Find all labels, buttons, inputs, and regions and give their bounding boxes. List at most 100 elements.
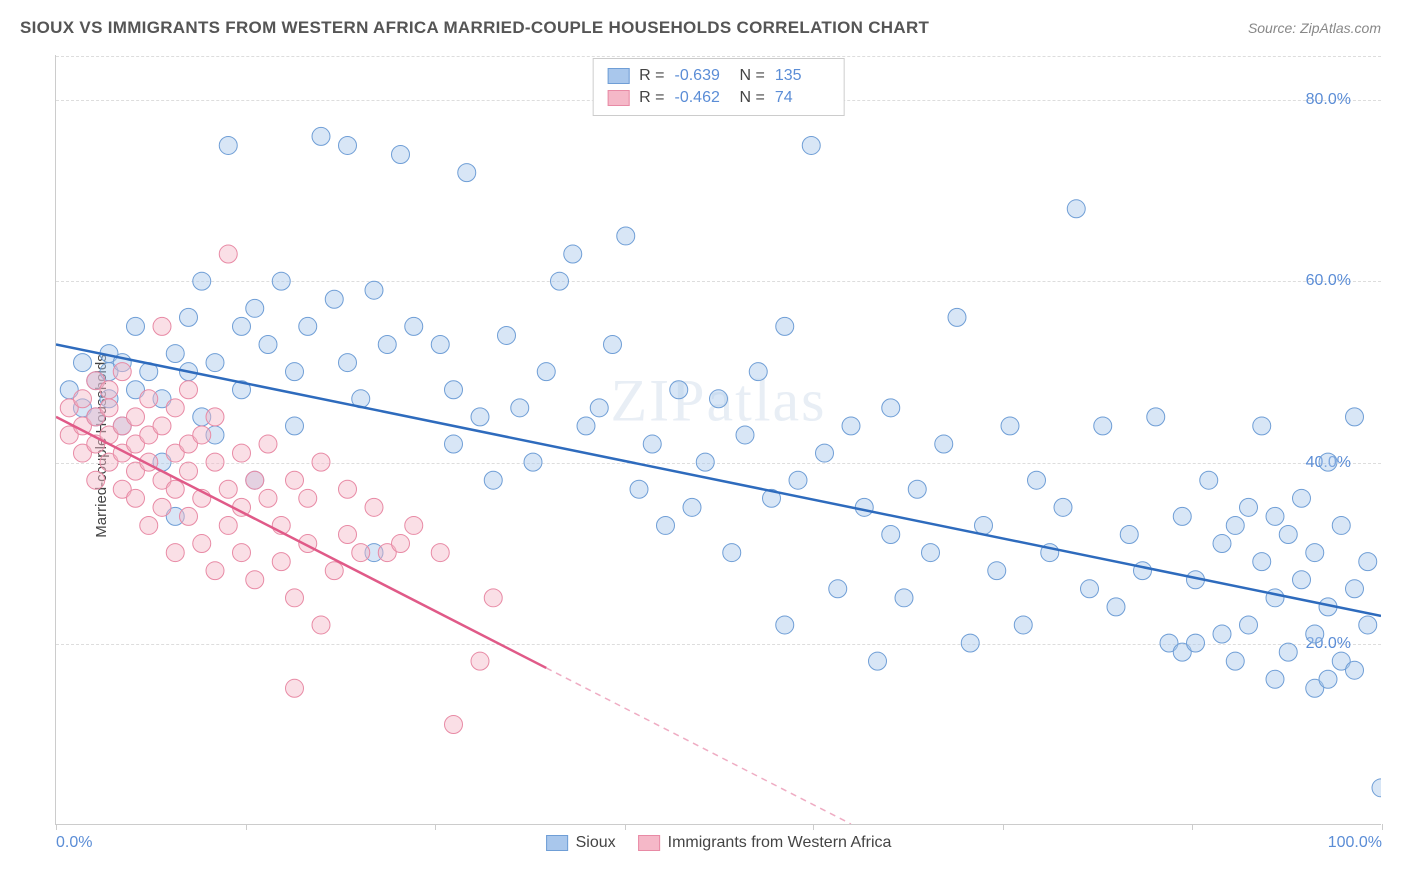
trend-line-dashed bbox=[546, 668, 851, 824]
data-point bbox=[1094, 417, 1112, 435]
data-point bbox=[882, 526, 900, 544]
data-point bbox=[312, 616, 330, 634]
data-point bbox=[524, 453, 542, 471]
data-point bbox=[246, 471, 264, 489]
n-value-wafrica: 74 bbox=[775, 89, 830, 107]
data-point bbox=[802, 136, 820, 154]
data-point bbox=[935, 435, 953, 453]
data-point bbox=[127, 408, 145, 426]
data-point bbox=[180, 308, 198, 326]
data-point bbox=[365, 281, 383, 299]
data-point bbox=[272, 272, 290, 290]
legend-row-sioux: R = -0.639 N = 135 bbox=[607, 65, 830, 87]
data-point bbox=[975, 516, 993, 534]
n-value-sioux: 135 bbox=[775, 67, 830, 85]
data-point bbox=[776, 616, 794, 634]
correlation-legend: R = -0.639 N = 135 R = -0.462 N = 74 bbox=[592, 58, 845, 116]
data-point bbox=[140, 516, 158, 534]
data-point bbox=[816, 444, 834, 462]
data-point bbox=[365, 498, 383, 516]
swatch-sioux-icon bbox=[546, 835, 568, 851]
data-point bbox=[842, 417, 860, 435]
data-point bbox=[1346, 661, 1364, 679]
data-point bbox=[219, 480, 237, 498]
data-point bbox=[1346, 580, 1364, 598]
xtick bbox=[625, 824, 626, 830]
data-point bbox=[604, 336, 622, 354]
data-point bbox=[1213, 625, 1231, 643]
data-point bbox=[140, 390, 158, 408]
data-point bbox=[882, 399, 900, 417]
data-point bbox=[299, 317, 317, 335]
data-point bbox=[1359, 553, 1377, 571]
data-point bbox=[74, 354, 92, 372]
data-point bbox=[1054, 498, 1072, 516]
data-point bbox=[206, 562, 224, 580]
data-point bbox=[445, 381, 463, 399]
data-point bbox=[153, 498, 171, 516]
xtick bbox=[1003, 824, 1004, 830]
data-point bbox=[1319, 453, 1337, 471]
data-point bbox=[431, 336, 449, 354]
data-point bbox=[1279, 643, 1297, 661]
data-point bbox=[1226, 652, 1244, 670]
data-point bbox=[233, 317, 251, 335]
data-point bbox=[1346, 408, 1364, 426]
data-point bbox=[286, 679, 304, 697]
data-point bbox=[219, 136, 237, 154]
data-point bbox=[710, 390, 728, 408]
data-point bbox=[392, 535, 410, 553]
data-point bbox=[233, 544, 251, 562]
xtick bbox=[435, 824, 436, 830]
data-point bbox=[511, 399, 529, 417]
source-attribution: Source: ZipAtlas.com bbox=[1248, 20, 1381, 36]
data-point bbox=[564, 245, 582, 263]
data-point bbox=[789, 471, 807, 489]
data-point bbox=[1173, 507, 1191, 525]
xtick bbox=[246, 824, 247, 830]
data-point bbox=[206, 408, 224, 426]
data-point bbox=[166, 345, 184, 363]
data-point bbox=[166, 544, 184, 562]
data-point bbox=[405, 317, 423, 335]
data-point bbox=[206, 354, 224, 372]
data-point bbox=[180, 507, 198, 525]
data-point bbox=[272, 553, 290, 571]
data-point bbox=[219, 245, 237, 263]
data-point bbox=[1266, 507, 1284, 525]
legend-label-wafrica: Immigrants from Western Africa bbox=[668, 834, 892, 852]
data-point bbox=[219, 516, 237, 534]
data-point bbox=[776, 317, 794, 335]
data-point bbox=[299, 489, 317, 507]
data-point bbox=[113, 363, 131, 381]
data-point bbox=[869, 652, 887, 670]
data-point bbox=[180, 381, 198, 399]
data-point bbox=[445, 715, 463, 733]
data-point bbox=[1266, 589, 1284, 607]
data-point bbox=[736, 426, 754, 444]
data-point bbox=[445, 435, 463, 453]
data-point bbox=[74, 390, 92, 408]
data-point bbox=[1120, 526, 1138, 544]
data-point bbox=[1293, 571, 1311, 589]
chart-svg bbox=[56, 55, 1381, 824]
data-point bbox=[233, 444, 251, 462]
data-point bbox=[339, 526, 357, 544]
r-label: R = bbox=[639, 67, 664, 85]
swatch-wafrica-icon bbox=[638, 835, 660, 851]
data-point bbox=[498, 326, 516, 344]
xtick-label: 100.0% bbox=[1328, 834, 1382, 852]
data-point bbox=[471, 408, 489, 426]
data-point bbox=[1001, 417, 1019, 435]
xtick bbox=[1192, 824, 1193, 830]
data-point bbox=[339, 480, 357, 498]
data-point bbox=[1266, 670, 1284, 688]
data-point bbox=[657, 516, 675, 534]
series-legend: Sioux Immigrants from Western Africa bbox=[546, 834, 892, 852]
data-point bbox=[180, 462, 198, 480]
data-point bbox=[1240, 498, 1258, 516]
data-point bbox=[246, 571, 264, 589]
data-point bbox=[1306, 544, 1324, 562]
r-label: R = bbox=[639, 89, 664, 107]
legend-item-sioux: Sioux bbox=[546, 834, 616, 852]
